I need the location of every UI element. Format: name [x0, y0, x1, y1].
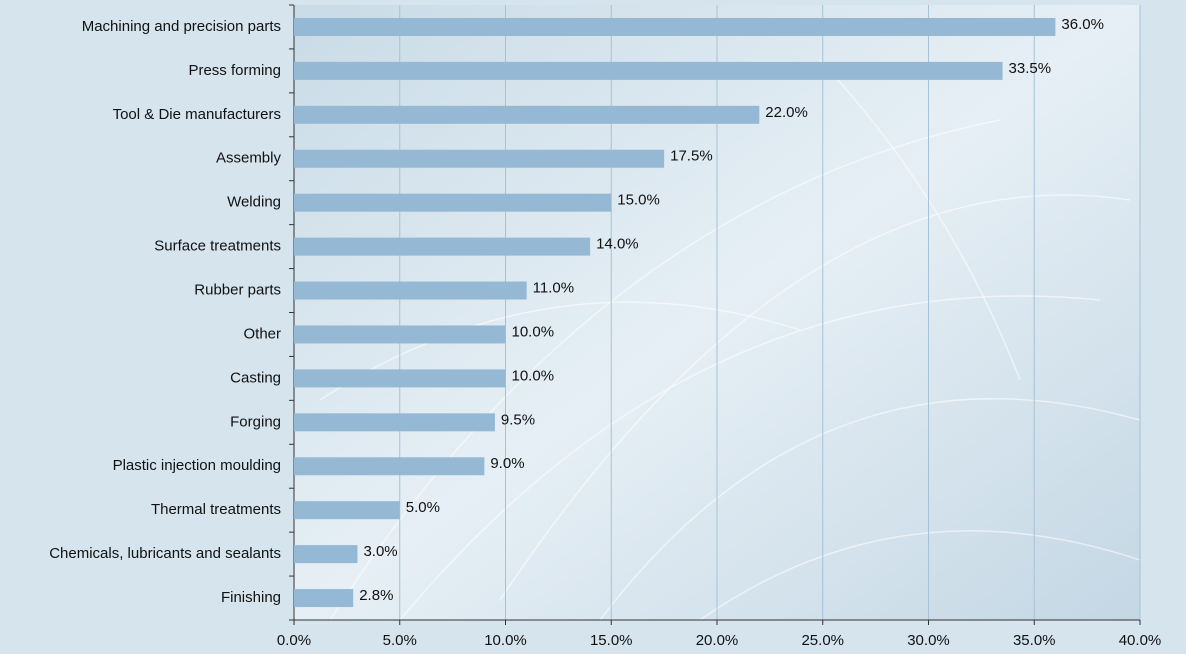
bar	[294, 150, 664, 168]
y-tick-label: Plastic injection moulding	[113, 457, 281, 474]
bar	[294, 282, 527, 300]
value-label: 14.0%	[596, 236, 639, 253]
bar	[294, 545, 357, 563]
y-tick-label: Press forming	[188, 62, 281, 79]
y-tick-label: Forging	[230, 413, 281, 430]
bar	[294, 62, 1003, 80]
bar	[294, 501, 400, 519]
y-tick-label: Assembly	[216, 150, 282, 167]
value-label: 2.8%	[359, 587, 393, 604]
y-tick-label: Other	[243, 325, 281, 342]
value-label: 22.0%	[765, 104, 808, 121]
value-label: 10.0%	[512, 367, 555, 384]
x-tick-label: 25.0%	[801, 632, 844, 649]
y-tick-label: Chemicals, lubricants and sealants	[49, 545, 281, 562]
bar	[294, 457, 484, 475]
bar	[294, 194, 611, 212]
bar	[294, 106, 759, 124]
x-tick-label: 20.0%	[696, 632, 739, 649]
value-label: 11.0%	[533, 280, 574, 297]
value-label: 3.0%	[363, 543, 397, 560]
value-label: 36.0%	[1061, 16, 1104, 33]
y-tick-label: Welding	[227, 194, 281, 211]
y-tick-label: Rubber parts	[194, 282, 281, 299]
x-tick-label: 10.0%	[484, 632, 527, 649]
value-label: 33.5%	[1009, 60, 1052, 77]
y-tick-label: Finishing	[221, 589, 281, 606]
y-tick-label: Tool & Die manufacturers	[113, 106, 281, 123]
y-tick-label: Surface treatments	[154, 238, 281, 255]
value-label: 5.0%	[406, 499, 440, 516]
x-tick-label: 0.0%	[277, 632, 311, 649]
y-tick-label: Machining and precision parts	[82, 18, 281, 35]
bar	[294, 413, 495, 431]
bar	[294, 18, 1055, 36]
x-tick-label: 5.0%	[383, 632, 417, 649]
value-label: 10.0%	[512, 323, 555, 340]
x-tick-label: 30.0%	[907, 632, 950, 649]
chart: 0.0% 5.0% 10.0% 15.0% 20.0% 25.0% 30.0% 35.0% 40…	[0, 0, 1186, 654]
y-tick-label: Thermal treatments	[151, 501, 281, 518]
bar	[294, 369, 506, 387]
bar	[294, 589, 353, 607]
x-tick-label: 35.0%	[1013, 632, 1056, 649]
bar	[294, 238, 590, 256]
x-tick-label: 15.0%	[590, 632, 633, 649]
value-label: 17.5%	[670, 148, 713, 165]
value-label: 9.5%	[501, 411, 535, 428]
x-tick-label: 40.0%	[1119, 632, 1162, 649]
value-label: 9.0%	[490, 455, 524, 472]
y-tick-label: Casting	[230, 369, 281, 386]
bar	[294, 325, 506, 343]
value-label: 15.0%	[617, 192, 660, 209]
